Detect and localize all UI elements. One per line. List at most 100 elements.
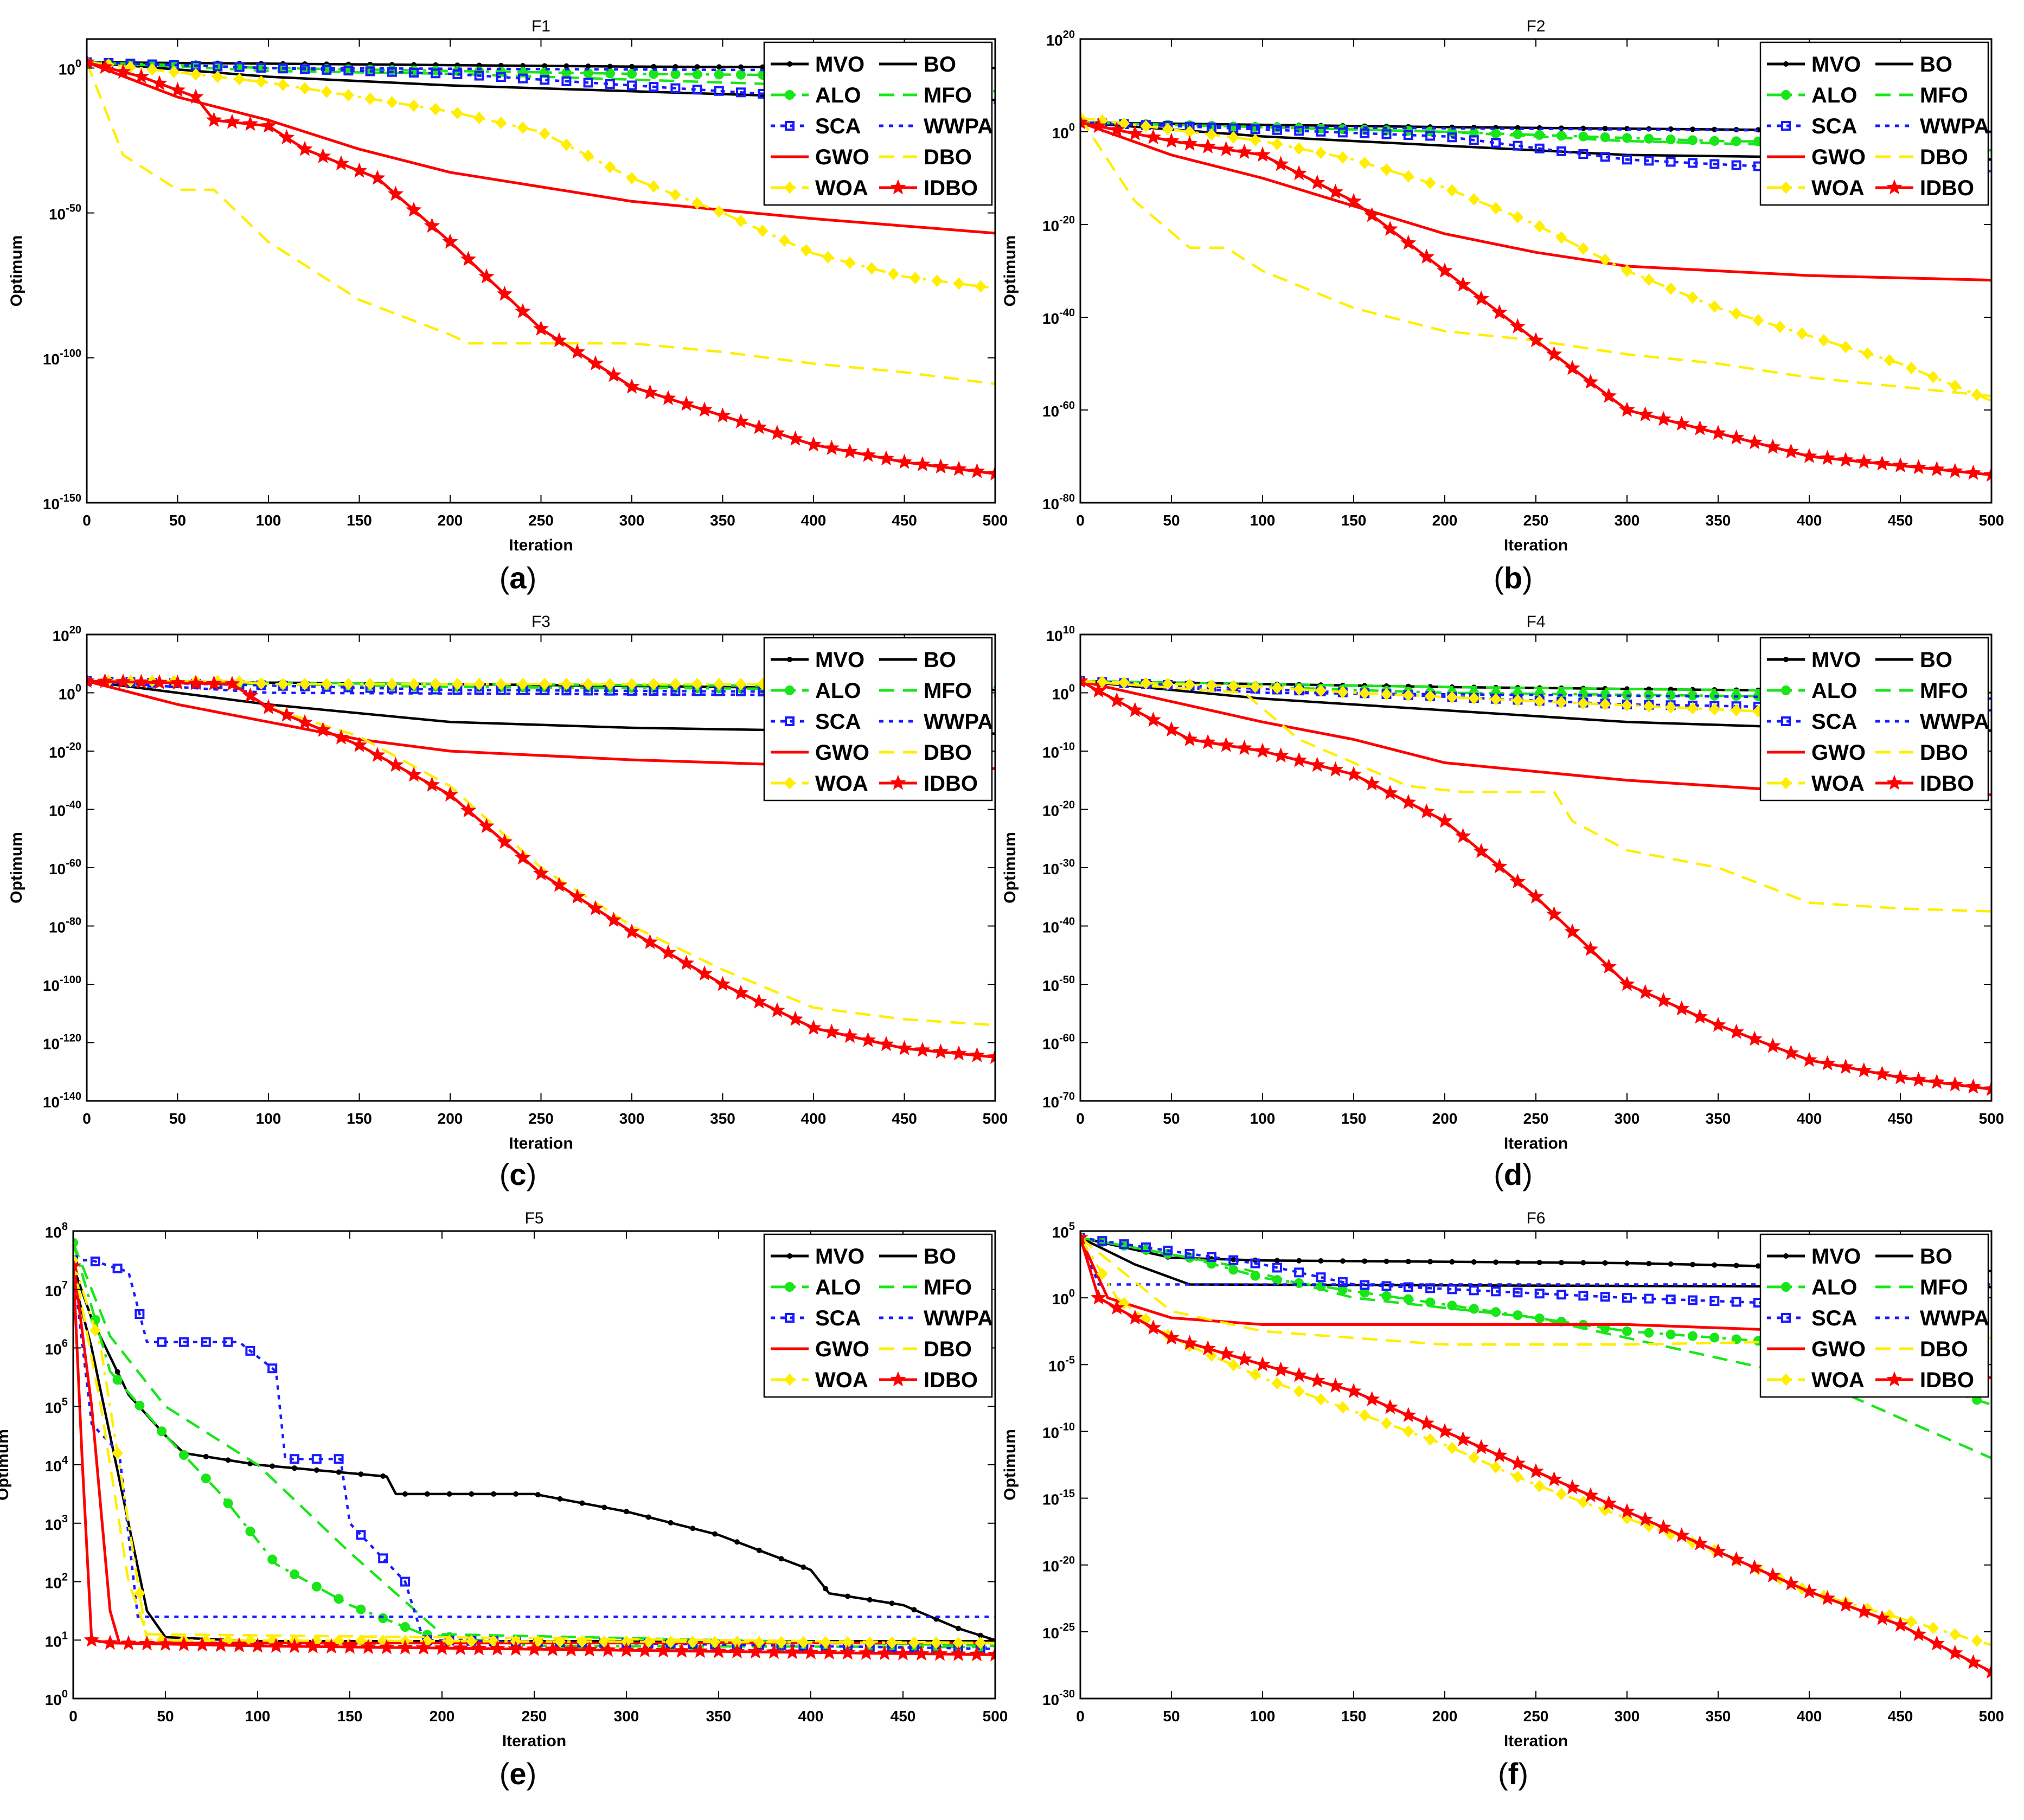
- series-line-sca: [73, 1259, 995, 1650]
- series-marker-idbo: [1090, 118, 1107, 133]
- series-marker-sca: [1163, 1245, 1173, 1255]
- legend-marker-woa: [784, 181, 796, 194]
- series-marker-idbo: [1346, 1383, 1362, 1399]
- x-axis-label: Iteration: [1504, 1135, 1568, 1152]
- series-marker-woa: [1599, 253, 1611, 266]
- series-marker-woa: [430, 102, 441, 116]
- series-marker-mvo: [716, 64, 722, 70]
- x-tick-label: 350: [710, 1110, 735, 1127]
- y-tick-label: 104: [45, 1454, 68, 1475]
- legend-marker-idbo: [890, 179, 906, 195]
- series-marker-woa: [1643, 273, 1655, 286]
- series-marker-idbo: [605, 367, 622, 382]
- legend-label-woa: WOA: [1811, 1368, 1865, 1392]
- series-marker-idbo: [1546, 906, 1562, 921]
- series-marker-idbo: [231, 1637, 247, 1652]
- series-marker-idbo: [526, 1640, 542, 1656]
- series-marker-woa: [1971, 388, 1983, 401]
- series-marker-mvo: [1449, 1259, 1455, 1265]
- series-marker-idbo: [1473, 843, 1489, 858]
- legend-marker-woa: [1780, 181, 1792, 194]
- series-marker-woa: [1665, 701, 1676, 714]
- series-marker-woa: [299, 677, 311, 690]
- series-marker-idbo: [787, 430, 804, 446]
- series-marker-idbo: [1346, 193, 1362, 208]
- series-marker-idbo: [1728, 429, 1745, 445]
- series-marker-mvo: [1689, 1261, 1695, 1267]
- series-marker-sca: [1272, 1263, 1282, 1273]
- series-marker-sca: [1316, 1272, 1326, 1283]
- series-marker-sca: [1644, 1293, 1654, 1304]
- series-marker-alo: [714, 69, 724, 80]
- series-marker-woa: [735, 215, 747, 228]
- series-marker-idbo: [1856, 453, 1872, 469]
- series-marker-idbo: [1983, 1663, 1991, 1679]
- series-marker-idbo: [1619, 401, 1635, 417]
- legend-marker-sca: [785, 1313, 795, 1323]
- series-marker-idbo: [120, 1635, 137, 1650]
- legend-label-wwpa: WWPA: [1920, 710, 1989, 734]
- series-marker-mvo: [1405, 1259, 1411, 1265]
- series-marker-sca: [1557, 146, 1567, 156]
- series-marker-idbo: [1491, 1447, 1508, 1463]
- y-tick-label: 10-40: [1042, 916, 1075, 936]
- series-marker-idbo: [1346, 766, 1362, 781]
- series-marker-sca: [343, 66, 354, 76]
- series-marker-idbo: [369, 747, 386, 762]
- series-marker-woa: [800, 243, 812, 257]
- x-tick-label: 100: [256, 1110, 281, 1127]
- series-marker-idbo: [1254, 742, 1271, 758]
- series-marker-mvo: [756, 1547, 762, 1553]
- series-marker-woa: [886, 1636, 898, 1649]
- x-tick-label: 400: [1797, 512, 1822, 529]
- legend-label-dbo: DBO: [924, 145, 972, 169]
- series-marker-woa: [1687, 291, 1699, 304]
- series-marker-woa: [1752, 313, 1764, 326]
- series-marker-woa: [539, 677, 550, 690]
- series-marker-idbo: [987, 1049, 995, 1064]
- series-marker-idbo: [1145, 712, 1162, 727]
- series-marker-idbo: [1509, 1455, 1526, 1471]
- series-marker-alo: [134, 1400, 145, 1411]
- series-marker-idbo: [1874, 1610, 1891, 1625]
- series-marker-idbo: [660, 944, 676, 960]
- series-marker-woa: [89, 1324, 101, 1337]
- x-tick-label: 250: [528, 512, 554, 529]
- series-marker-idbo: [1181, 1335, 1198, 1350]
- legend-marker-mvo: [1783, 657, 1789, 662]
- series-marker-woa: [1534, 220, 1546, 233]
- x-tick-label: 0: [82, 512, 91, 529]
- series-marker-idbo: [803, 1644, 819, 1659]
- x-tick-label: 450: [892, 1110, 917, 1127]
- series-marker-sca: [1709, 159, 1720, 169]
- series-marker-idbo: [115, 63, 131, 79]
- series-marker-idbo: [624, 378, 640, 394]
- legend-box: [1759, 41, 1989, 206]
- series-marker-idbo: [460, 251, 477, 266]
- x-tick-label: 150: [1341, 512, 1367, 529]
- y-tick-label: 10-60: [49, 857, 81, 877]
- series-marker-woa: [819, 1636, 831, 1649]
- legend-marker-idbo: [1886, 179, 1903, 195]
- series-marker-sca: [1294, 1267, 1304, 1278]
- series-marker-idbo: [1692, 1535, 1708, 1550]
- series-marker-idbo: [987, 1646, 995, 1662]
- legend-box: [763, 637, 993, 802]
- series-marker-idbo: [1400, 794, 1417, 810]
- series-marker-woa: [277, 78, 289, 91]
- x-tick-label: 50: [169, 512, 186, 529]
- series-marker-woa: [1271, 138, 1283, 151]
- series-marker-idbo: [323, 1638, 340, 1654]
- series-marker-sca: [400, 1577, 410, 1587]
- series-marker-idbo: [1692, 1008, 1708, 1024]
- series-marker-mvo: [778, 1556, 784, 1562]
- legend-label-mvo: MVO: [815, 53, 864, 76]
- series-marker-woa: [1578, 242, 1589, 255]
- y-tick-label: 100: [45, 1688, 68, 1708]
- legend-marker-mvo: [1783, 61, 1789, 67]
- legend: MVO BO ALO MFO SCA WWPA GWO DBO WOA IDBO: [763, 41, 993, 206]
- legend-label-bo: BO: [1920, 53, 1952, 76]
- series-line-idbo: [73, 1266, 995, 1656]
- series-marker-idbo: [1509, 873, 1526, 889]
- series-marker-woa: [1271, 1377, 1283, 1390]
